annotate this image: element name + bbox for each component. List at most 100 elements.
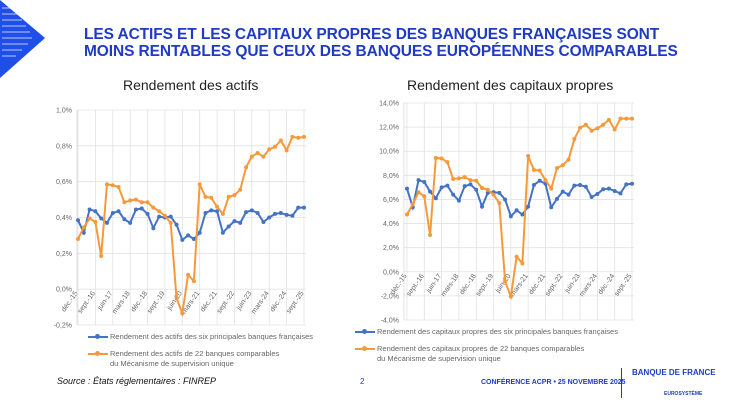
data-point bbox=[572, 137, 577, 142]
y-tick-label: 0,2% bbox=[56, 251, 72, 258]
data-point bbox=[491, 192, 496, 197]
banque-de-france-logo: BANQUE DE FRANCE bbox=[632, 368, 716, 377]
data-point bbox=[456, 198, 461, 203]
data-point bbox=[290, 213, 295, 218]
x-tick-label: sept.-25 bbox=[613, 273, 633, 298]
data-point bbox=[566, 157, 571, 162]
data-point bbox=[157, 209, 162, 214]
data-point bbox=[537, 168, 542, 173]
series-line-french bbox=[406, 178, 633, 219]
y-tick-label: -0,2% bbox=[54, 323, 72, 330]
data-point bbox=[497, 190, 502, 195]
data-point bbox=[168, 220, 173, 225]
data-point bbox=[110, 211, 115, 216]
data-point bbox=[255, 151, 260, 155]
data-point bbox=[162, 213, 167, 218]
y-tick-label: 0,4% bbox=[56, 215, 72, 222]
data-point bbox=[531, 182, 536, 187]
data-point bbox=[238, 220, 243, 225]
legend-equity: Rendement des capitaux propres des six p… bbox=[355, 327, 618, 364]
data-point bbox=[133, 207, 138, 212]
data-point bbox=[485, 187, 490, 192]
data-point bbox=[462, 184, 467, 189]
data-point bbox=[433, 155, 438, 160]
data-point bbox=[462, 175, 467, 180]
data-point bbox=[474, 187, 479, 192]
data-point bbox=[595, 192, 600, 197]
y-tick-label: 10,0% bbox=[379, 149, 399, 156]
data-point bbox=[244, 210, 249, 215]
y-tick-label: 8,0% bbox=[383, 173, 399, 180]
data-point bbox=[416, 178, 421, 183]
source-note: Source : États réglementaires : FINREP bbox=[57, 376, 217, 386]
series-line-french bbox=[77, 206, 304, 242]
data-point bbox=[480, 185, 484, 190]
data-point bbox=[145, 211, 150, 216]
data-point bbox=[116, 209, 121, 214]
data-point bbox=[296, 205, 301, 210]
y-tick-label: 4,0% bbox=[383, 221, 399, 228]
data-point bbox=[428, 233, 433, 238]
data-point bbox=[606, 117, 611, 122]
data-point bbox=[99, 216, 104, 221]
data-point bbox=[555, 196, 559, 201]
data-point bbox=[290, 134, 295, 139]
data-point bbox=[116, 185, 121, 190]
data-point bbox=[405, 186, 409, 191]
conference-label: CONFÉRENCE ACPR • 25 NOVEMBRE 2025 bbox=[481, 379, 626, 386]
data-point bbox=[526, 204, 531, 209]
legend-item: Rendement des capitaux propres des six p… bbox=[355, 327, 618, 337]
data-point bbox=[220, 230, 225, 235]
page-number: 2 bbox=[360, 377, 365, 386]
data-point bbox=[191, 237, 196, 241]
data-point bbox=[220, 211, 225, 216]
data-point bbox=[139, 200, 144, 205]
data-point bbox=[197, 182, 202, 187]
y-tick-label: 0,0% bbox=[56, 287, 72, 294]
data-point bbox=[232, 219, 237, 224]
data-point bbox=[526, 154, 531, 159]
x-tick-label: mars-18 bbox=[440, 273, 461, 298]
data-point bbox=[630, 116, 634, 121]
data-point bbox=[81, 225, 86, 230]
data-point bbox=[428, 189, 433, 194]
data-point bbox=[238, 187, 243, 192]
data-point bbox=[468, 182, 473, 187]
data-point bbox=[191, 279, 196, 284]
y-tick-label: 14,0% bbox=[379, 101, 399, 108]
data-point bbox=[410, 202, 415, 207]
data-point bbox=[624, 182, 629, 187]
chart-title-equity: Rendement des capitaux propres bbox=[407, 77, 614, 93]
data-point bbox=[261, 219, 266, 224]
data-point bbox=[531, 167, 536, 172]
data-point bbox=[278, 211, 283, 216]
data-point bbox=[422, 179, 427, 184]
data-point bbox=[474, 178, 479, 183]
data-point bbox=[612, 127, 617, 132]
data-point bbox=[215, 204, 220, 209]
data-point bbox=[508, 214, 513, 219]
data-point bbox=[87, 207, 92, 212]
data-point bbox=[99, 254, 104, 259]
data-point bbox=[267, 147, 272, 152]
data-point bbox=[560, 189, 565, 194]
data-point bbox=[122, 200, 127, 205]
data-point bbox=[209, 208, 214, 213]
data-point bbox=[157, 214, 162, 219]
data-point bbox=[606, 186, 611, 191]
data-point bbox=[122, 217, 127, 222]
data-point bbox=[145, 200, 150, 205]
data-point bbox=[416, 190, 421, 195]
y-tick-label: 12,0% bbox=[379, 125, 399, 132]
data-point bbox=[139, 206, 144, 211]
data-point bbox=[151, 226, 156, 231]
data-point bbox=[197, 230, 202, 235]
data-point bbox=[445, 183, 450, 188]
data-point bbox=[104, 220, 109, 225]
data-point bbox=[543, 178, 548, 183]
data-point bbox=[503, 197, 508, 202]
data-point bbox=[168, 214, 173, 219]
data-point bbox=[578, 125, 583, 130]
y-tick-label: 6,0% bbox=[383, 197, 399, 204]
